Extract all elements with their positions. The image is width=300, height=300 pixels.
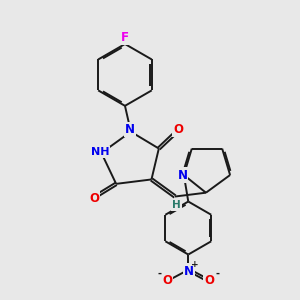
Text: +: + [191,260,199,269]
Text: O: O [174,123,184,136]
Text: H: H [172,200,181,210]
Text: -: - [215,269,219,279]
Text: NH: NH [91,147,109,158]
Text: O: O [162,274,172,287]
Text: O: O [205,274,214,287]
Text: -: - [158,269,161,279]
Text: N: N [177,169,188,182]
Text: O: O [89,192,99,205]
Text: N: N [125,123,135,136]
Text: N: N [184,265,194,278]
Text: F: F [121,31,129,44]
